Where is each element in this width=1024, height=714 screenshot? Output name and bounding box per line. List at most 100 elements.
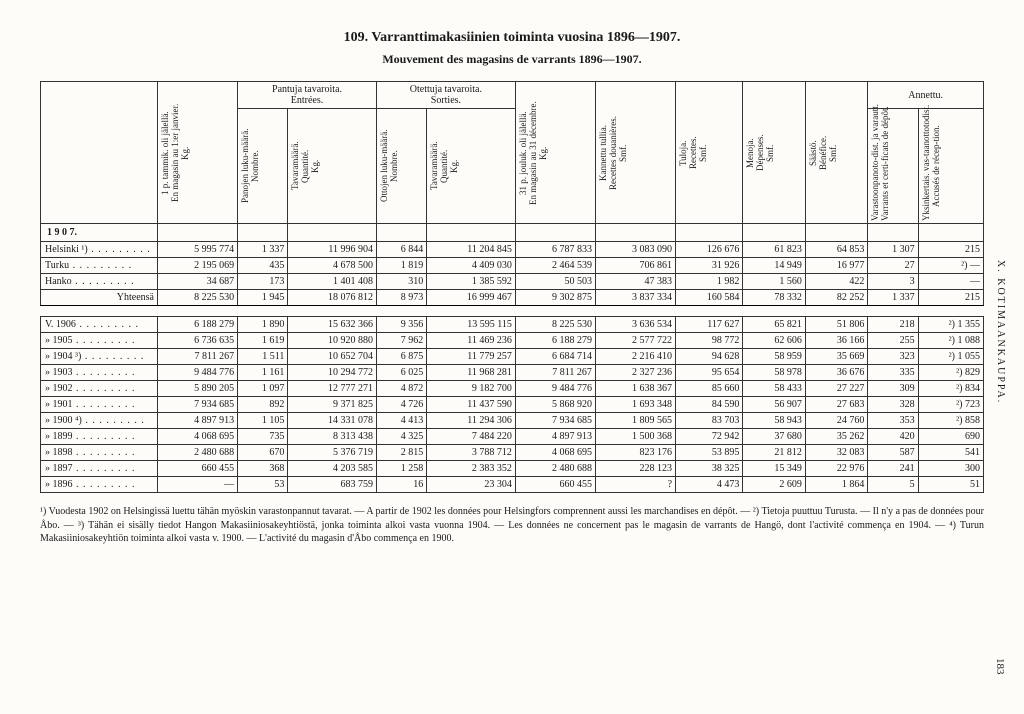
table-cell: 4 872: [376, 381, 426, 397]
table-cell: 98 772: [676, 333, 743, 349]
table-cell: 85 660: [676, 381, 743, 397]
row-label: » 1897: [41, 461, 158, 477]
table-cell: 10 652 704: [288, 349, 377, 365]
row-label: » 1904 ³): [41, 349, 158, 365]
table-cell: ²) 1 355: [918, 317, 983, 333]
row-label: » 1898: [41, 445, 158, 461]
table-cell: 24 760: [805, 413, 867, 429]
table-cell: 323: [868, 349, 918, 365]
table-cell: 4 203 585: [288, 461, 377, 477]
table-cell: ?: [595, 477, 675, 493]
table-cell: 1 105: [238, 413, 288, 429]
table-cell: 6 188 279: [158, 317, 238, 333]
table-cell: 11 968 281: [427, 365, 516, 381]
table-cell: —: [158, 477, 238, 493]
table-cell: 241: [868, 461, 918, 477]
table-cell: 14 331 078: [288, 413, 377, 429]
table-cell: 435: [238, 258, 288, 274]
table-cell: 61 823: [743, 242, 805, 258]
row-label: V. 1906: [41, 317, 158, 333]
table-cell: 16: [376, 477, 426, 493]
table-cell: 8 313 438: [288, 429, 377, 445]
table-cell: 300: [918, 461, 983, 477]
table-cell: 353: [868, 413, 918, 429]
table-cell: 36 676: [805, 365, 867, 381]
table-cell: 58 433: [743, 381, 805, 397]
row-label: Turku: [41, 258, 158, 274]
row-label: » 1899: [41, 429, 158, 445]
table-cell: 16 977: [805, 258, 867, 274]
table-cell: 735: [238, 429, 288, 445]
row-label: » 1901: [41, 397, 158, 413]
table-cell: 31 926: [676, 258, 743, 274]
table-cell: 64 853: [805, 242, 867, 258]
col-header: Ottojen luku-määrä.Nombre.: [380, 111, 400, 221]
table-cell: 706 861: [595, 258, 675, 274]
table-cell: 53: [238, 477, 288, 493]
table-cell: 4 325: [376, 429, 426, 445]
table-cell: 9 484 776: [158, 365, 238, 381]
table-cell: 12 777 271: [288, 381, 377, 397]
table-cell: 1 560: [743, 274, 805, 290]
table-cell: 1 385 592: [427, 274, 516, 290]
table-cell: 7 484 220: [427, 429, 516, 445]
table-cell: 9 371 825: [288, 397, 377, 413]
table-cell: 13 595 115: [427, 317, 516, 333]
table-cell: 94 628: [676, 349, 743, 365]
table-cell: 228 123: [595, 461, 675, 477]
table-cell: 5 995 774: [158, 242, 238, 258]
table-cell: 5: [868, 477, 918, 493]
table-cell: 5 890 205: [158, 381, 238, 397]
table-cell: 27 227: [805, 381, 867, 397]
table-cell: 5 868 920: [515, 397, 595, 413]
table-cell: 3 788 712: [427, 445, 516, 461]
table-cell: 8 973: [376, 290, 426, 306]
table-cell: 1 401 408: [288, 274, 377, 290]
table-cell: 34 687: [158, 274, 238, 290]
table-cell: 1 258: [376, 461, 426, 477]
table-cell: 14 949: [743, 258, 805, 274]
col-header: Kannettu tullia.Recettes douanières.Smf.: [599, 98, 629, 208]
table-cell: 3 837 334: [595, 290, 675, 306]
table-cell: 117 627: [676, 317, 743, 333]
table-cell: 4 068 695: [515, 445, 595, 461]
table-cell: —: [918, 274, 983, 290]
table-cell: 10 294 772: [288, 365, 377, 381]
table-cell: 2 480 688: [515, 461, 595, 477]
col-header: Säästö.Bénéfice.Smf.: [809, 98, 839, 208]
table-cell: ²) 858: [918, 413, 983, 429]
table-cell: 218: [868, 317, 918, 333]
table-cell: 11 469 236: [427, 333, 516, 349]
table-cell: 1 500 368: [595, 429, 675, 445]
table-cell: 35 262: [805, 429, 867, 445]
table-cell: 37 680: [743, 429, 805, 445]
table-cell: 56 907: [743, 397, 805, 413]
table-cell: 84 590: [676, 397, 743, 413]
table-cell: 2 815: [376, 445, 426, 461]
table-cell: 309: [868, 381, 918, 397]
table-cell: 1 693 348: [595, 397, 675, 413]
table-cell: 58 959: [743, 349, 805, 365]
table-cell: 7 962: [376, 333, 426, 349]
table-cell: 6 844: [376, 242, 426, 258]
table-cell: 35 669: [805, 349, 867, 365]
table-cell: 82 252: [805, 290, 867, 306]
row-label: » 1905: [41, 333, 158, 349]
table-cell: 173: [238, 274, 288, 290]
table-cell: 83 703: [676, 413, 743, 429]
table-cell: 4 897 913: [158, 413, 238, 429]
table-cell: 422: [805, 274, 867, 290]
table-cell: 6 684 714: [515, 349, 595, 365]
data-table: 1 p. tammik. oli jälellä.En magasin au 1…: [40, 81, 984, 493]
table-cell: 95 654: [676, 365, 743, 381]
table-cell: 58 943: [743, 413, 805, 429]
table-cell: 2 480 688: [158, 445, 238, 461]
table-cell: 4 473: [676, 477, 743, 493]
table-cell: 11 204 845: [427, 242, 516, 258]
table-cell: 660 455: [158, 461, 238, 477]
table-cell: 4 409 030: [427, 258, 516, 274]
table-cell: 9 356: [376, 317, 426, 333]
group-header: Otettuja tavaroita.Sorties.: [376, 82, 515, 109]
table-cell: 4 897 913: [515, 429, 595, 445]
table-cell: 1 619: [238, 333, 288, 349]
